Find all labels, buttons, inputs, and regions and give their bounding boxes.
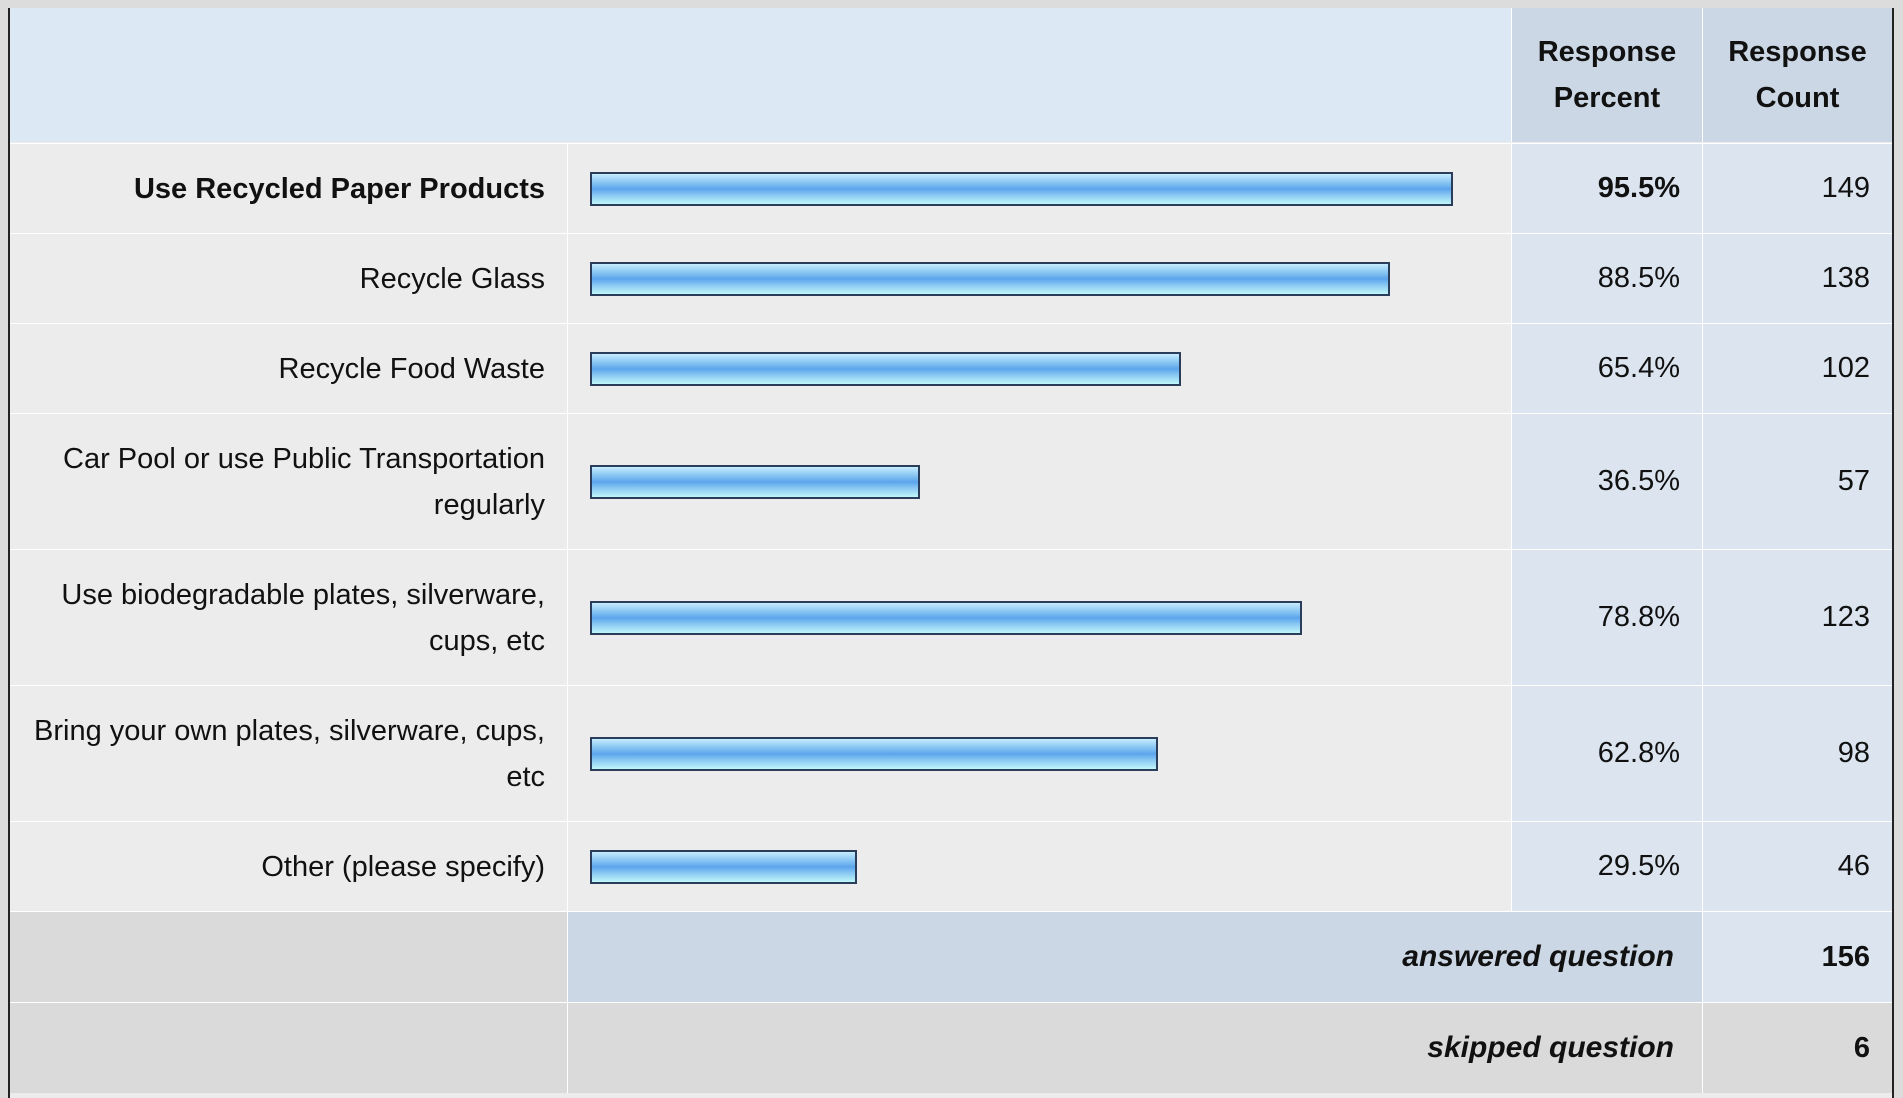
answer-label: Use biodegradable plates, silverware, cu… [10, 550, 567, 685]
answer-row: Recycle Food Waste 65.4% 102 [10, 323, 1892, 413]
response-percent: 65.4% [1511, 324, 1702, 413]
answer-row: Other (please specify) 29.5% 46 [10, 821, 1892, 911]
skipped-question-row: skipped question 6 [10, 1002, 1892, 1093]
response-percent: 95.5% [1511, 144, 1702, 233]
bar-cell [567, 822, 1511, 911]
response-bar [590, 261, 1390, 296]
response-count: 102 [1702, 324, 1892, 413]
answer-label: Recycle Food Waste [10, 324, 567, 413]
response-count-header: Response Count [1702, 8, 1892, 142]
response-count: 98 [1702, 686, 1892, 821]
response-count: 57 [1702, 414, 1892, 549]
response-percent: 88.5% [1511, 234, 1702, 323]
answered-blank [10, 912, 567, 1002]
answer-label: Car Pool or use Public Transportation re… [10, 414, 567, 549]
response-bar [590, 464, 920, 499]
response-count: 123 [1702, 550, 1892, 685]
bar-cell [567, 144, 1511, 233]
header-blank [10, 8, 1511, 142]
answer-row: Use biodegradable plates, silverware, cu… [10, 549, 1892, 685]
answer-label: Use Recycled Paper Products [10, 144, 567, 233]
answer-label: Other (please specify) [10, 822, 567, 911]
response-bar [590, 736, 1158, 771]
bar-cell [567, 234, 1511, 323]
answered-question-row: answered question 156 [10, 911, 1892, 1002]
bar-cell [567, 324, 1511, 413]
answer-row: Bring your own plates, silverware, cups,… [10, 685, 1892, 821]
response-bar [590, 351, 1181, 386]
response-bar [590, 849, 857, 884]
skipped-blank [10, 1003, 567, 1093]
response-percent: 78.8% [1511, 550, 1702, 685]
survey-results-table: Response Percent Response Count Use Recy… [8, 8, 1894, 1098]
bar-cell [567, 686, 1511, 821]
answered-question-count: 156 [1702, 912, 1892, 1002]
table-header: Response Percent Response Count [10, 8, 1892, 142]
answer-row: Recycle Glass 88.5% 138 [10, 233, 1892, 323]
answer-label: Bring your own plates, silverware, cups,… [10, 686, 567, 821]
response-percent-header: Response Percent [1511, 8, 1702, 142]
bar-cell [567, 414, 1511, 549]
bar-cell [567, 550, 1511, 685]
answer-row: Use Recycled Paper Products 95.5% 149 [10, 143, 1892, 233]
skipped-question-count: 6 [1702, 1003, 1892, 1093]
response-percent: 29.5% [1511, 822, 1702, 911]
response-percent: 36.5% [1511, 414, 1702, 549]
response-percent: 62.8% [1511, 686, 1702, 821]
answered-question-label: answered question [567, 912, 1702, 1002]
answer-label: Recycle Glass [10, 234, 567, 323]
response-count: 46 [1702, 822, 1892, 911]
skipped-question-label: skipped question [567, 1003, 1702, 1093]
answer-row: Car Pool or use Public Transportation re… [10, 413, 1892, 549]
response-bar [590, 600, 1302, 635]
response-count: 138 [1702, 234, 1892, 323]
response-bar [590, 171, 1453, 206]
response-count: 149 [1702, 144, 1892, 233]
